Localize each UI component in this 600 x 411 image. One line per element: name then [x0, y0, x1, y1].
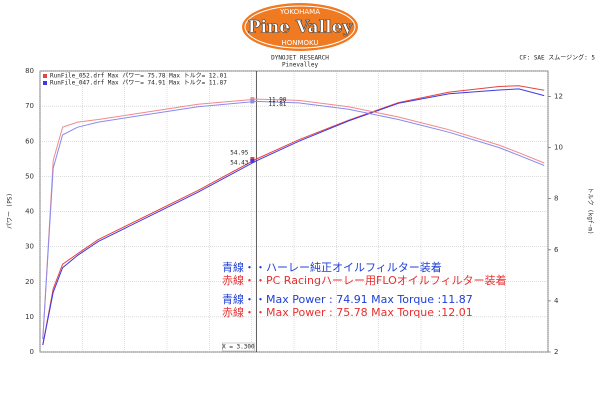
chart-title: DYNOJET RESEARCH — [271, 55, 329, 62]
logo-badge — [242, 3, 358, 51]
readout-label: 11.81 — [268, 101, 286, 108]
cursor-label: X = 3.300 — [222, 344, 255, 351]
y-tick-label: 50 — [25, 172, 34, 180]
readout-marker — [250, 99, 255, 104]
legend-swatch — [43, 81, 47, 85]
settings-note: CF: SAE スムージング: 5 — [519, 54, 595, 62]
annotation: 赤線・・PC Racingハーレー用FLOオイルフィルター装着 — [222, 273, 507, 287]
annotation: 青線・・Max Power : 74.91 Max Torque :11.87 — [222, 292, 473, 306]
logo-top: YOKOHAMA — [279, 8, 320, 16]
y-tick-label: 0 — [30, 348, 34, 356]
y2-tick-label: 8 — [554, 195, 558, 203]
readout-label: 54.43 — [230, 159, 248, 166]
annotation: 青線・・ハーレー純正オイルフィルター装着 — [222, 260, 442, 274]
annotation: 赤線・・Max Power : 75.78 Max Torque :12.01 — [222, 305, 473, 319]
chart-subtitle: Pinevalley — [282, 62, 319, 69]
series-line — [42, 85, 545, 346]
readout-label: 54.95 — [230, 149, 248, 156]
y2-tick-label: 10 — [554, 144, 563, 152]
legend-entry: RunFile_047.drf Max パワー= 74.91 Max トルク= … — [50, 80, 227, 87]
readout-marker — [250, 97, 255, 102]
y-tick-label: 70 — [25, 102, 34, 110]
y2-tick-label: 6 — [554, 246, 559, 254]
readout-marker — [250, 158, 255, 163]
y2-tick-label: 4 — [554, 297, 559, 305]
y2-tick-label: 2 — [554, 348, 558, 356]
legend-swatch — [43, 74, 47, 78]
y-tick-label: 10 — [25, 313, 34, 321]
legend-entry: RunFile_052.drf Max パワー= 75.78 Max トルク= … — [50, 73, 227, 80]
y-tick-label: 40 — [25, 208, 34, 216]
y-tick-label: 20 — [25, 278, 34, 286]
series-line — [42, 98, 545, 340]
y2-tick-label: 12 — [554, 93, 563, 101]
logo-main: Pine Valley — [248, 18, 354, 38]
y-axis-label: パワー (PS) — [7, 193, 14, 229]
cursor-box — [222, 342, 255, 352]
y-tick-label: 60 — [25, 137, 34, 145]
readout-label: 11.90 — [268, 97, 286, 104]
logo-bottom: HONMOKU — [281, 39, 318, 47]
series-line — [42, 100, 545, 340]
y2-axis-label: トルク (kgf-m) — [587, 188, 594, 235]
y-tick-label: 30 — [25, 243, 34, 251]
series-line — [42, 88, 545, 346]
y-tick-label: 80 — [25, 67, 34, 75]
logo-ring — [244, 5, 356, 49]
